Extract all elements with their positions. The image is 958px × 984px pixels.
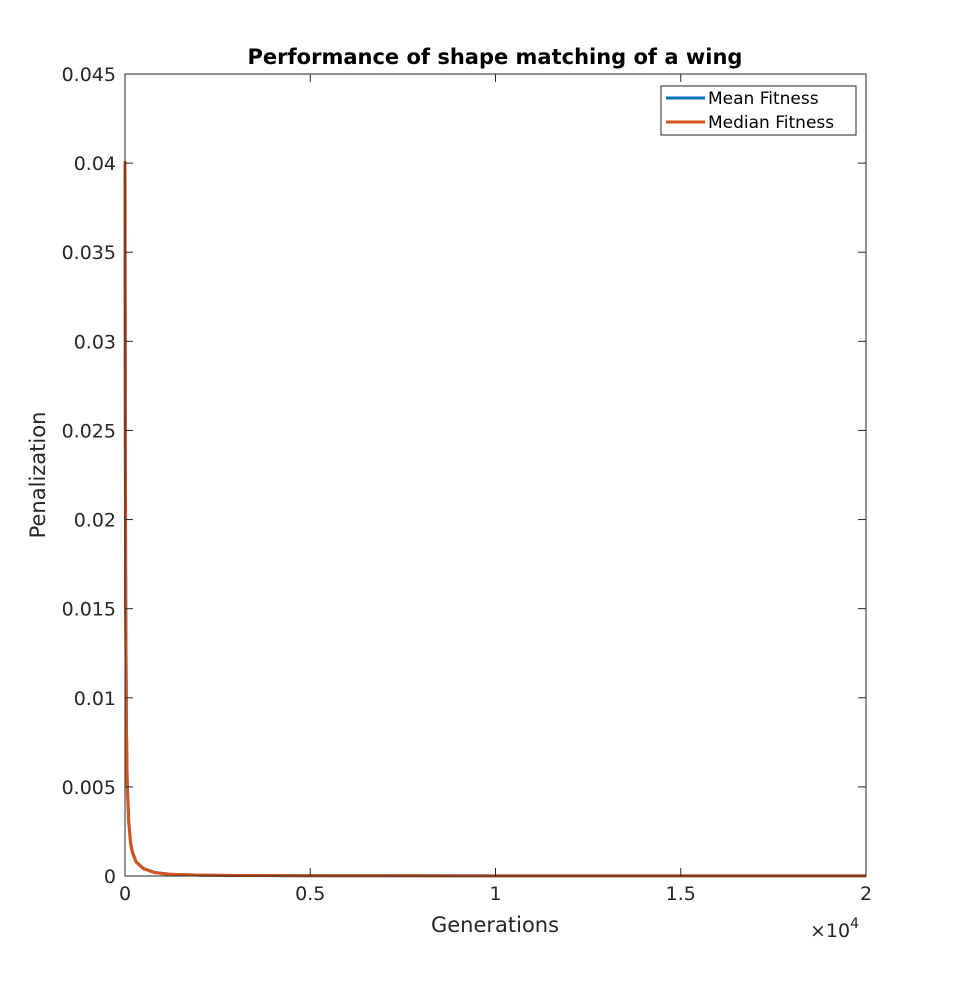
y-tick-label: 0.045: [62, 64, 116, 86]
y-axis-label: Penalization: [26, 412, 50, 539]
x-exponent-label: ×104: [810, 916, 859, 942]
x-tick-label: 1.5: [666, 883, 696, 905]
y-tick-label: 0.01: [74, 688, 116, 710]
x-exponent-base: ×10: [810, 920, 850, 942]
x-tick-label: 2: [860, 883, 872, 905]
y-tick-label: 0.025: [62, 420, 116, 442]
tick-layer: 0 0.5 1 1.5 2 0 0.005 0.01 0.015 0.02 0.025 0.03 0.0…: [62, 64, 872, 905]
x-tick-label: 1: [489, 883, 501, 905]
axes-box: [124, 73, 867, 877]
x-exponent-power: 4: [850, 916, 859, 932]
x-axis-label: Generations: [431, 913, 559, 937]
x-tick-label: 0: [119, 883, 131, 905]
y-tick-label: 0.03: [74, 331, 116, 353]
y-tick-label: 0.02: [74, 510, 116, 532]
y-tick-label: 0.035: [62, 242, 116, 264]
y-tick-label: 0.005: [62, 777, 116, 799]
chart-title: Performance of shape matching of a wing: [248, 45, 743, 69]
legend: Mean Fitness Median Fitness: [660, 85, 857, 136]
legend-label-mean-fitness: Mean Fitness: [708, 89, 819, 109]
legend-label-median-fitness: Median Fitness: [708, 113, 834, 133]
y-tick-label: 0: [104, 866, 116, 888]
y-tick-label: 0.04: [74, 153, 116, 175]
x-tick-label: 0.5: [295, 883, 325, 905]
y-tick-label: 0.015: [62, 599, 116, 621]
plot-area: [125, 74, 866, 876]
legend-box: [660, 85, 857, 136]
